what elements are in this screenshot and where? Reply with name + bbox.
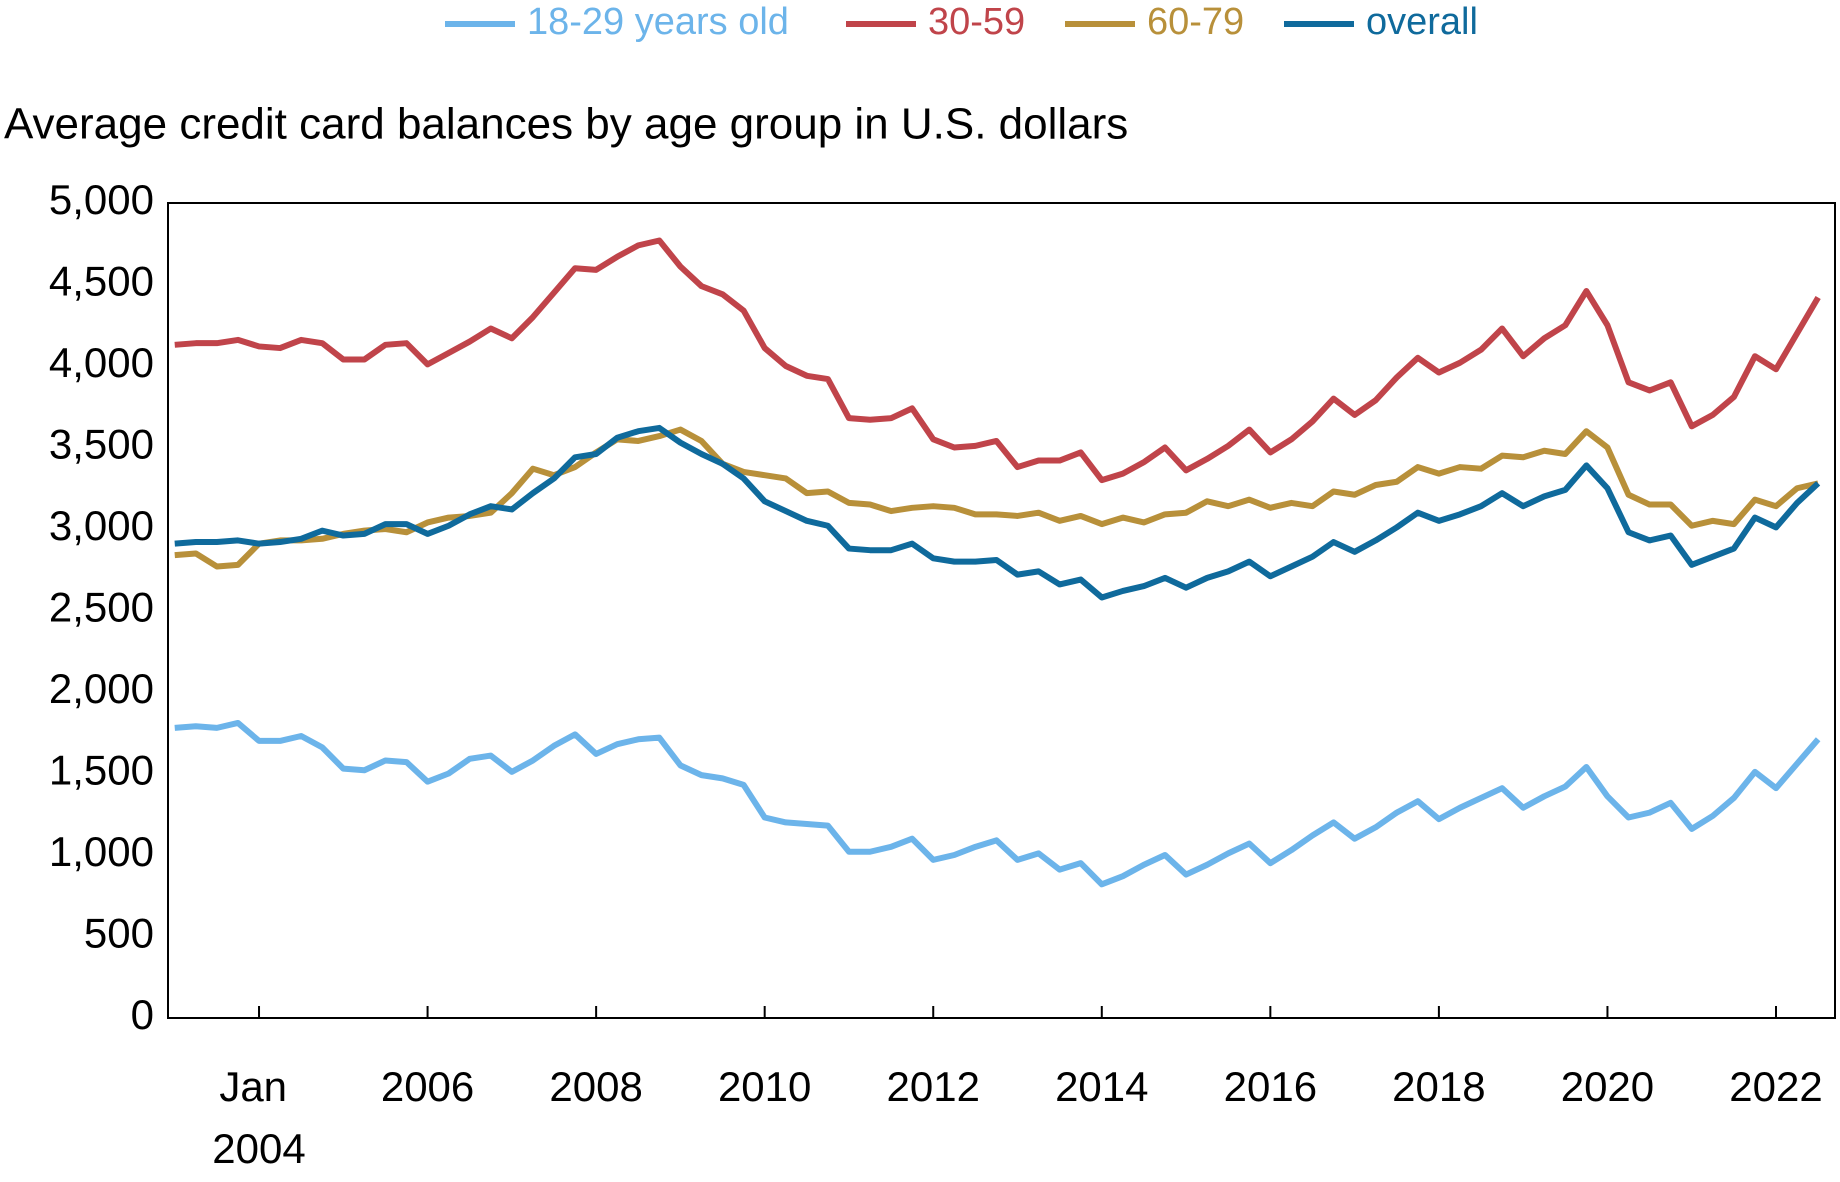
x-tick-label: 2018 [1392, 1063, 1485, 1110]
y-tick-label: 4,500 [49, 258, 154, 305]
x-tick-label: 2006 [381, 1063, 474, 1110]
series-line [174, 719, 1821, 888]
series-line [174, 424, 1821, 601]
y-tick-label: 5,000 [49, 176, 154, 223]
y-tick-label: 500 [84, 910, 154, 957]
plot-frame [167, 202, 1836, 1019]
series-line [174, 426, 1819, 570]
x-tick-label: 2008 [549, 1063, 642, 1110]
x-tick-label: 2014 [1055, 1063, 1148, 1110]
y-tick-label: 2,000 [49, 665, 154, 712]
x-tick-label: Jan 2004 [212, 1063, 305, 1172]
legend-label: overall [1366, 1, 1478, 43]
y-tick-label: 2,500 [49, 584, 154, 631]
x-tick-label: 2016 [1224, 1063, 1317, 1110]
legend-label: 30-59 [928, 1, 1025, 43]
y-tick-label: 4,000 [49, 339, 154, 386]
y-tick-label: 3,500 [49, 421, 154, 468]
x-tick-label: 2012 [887, 1063, 980, 1110]
x-tick-label: 2020 [1561, 1063, 1654, 1110]
chart-title: Average credit card balances by age grou… [4, 100, 1128, 149]
y-tick-label: 0 [131, 991, 154, 1038]
y-tick-label: 1,000 [49, 828, 154, 875]
y-tick-label: 3,000 [49, 502, 154, 549]
x-tick-label: 2010 [718, 1063, 811, 1110]
series-line [174, 237, 1821, 484]
x-tick-label: 2022 [1729, 1063, 1822, 1110]
legend-label: 18-29 years old [527, 1, 789, 43]
y-tick-label: 1,500 [49, 747, 154, 794]
legend-label: 60-79 [1147, 1, 1244, 43]
